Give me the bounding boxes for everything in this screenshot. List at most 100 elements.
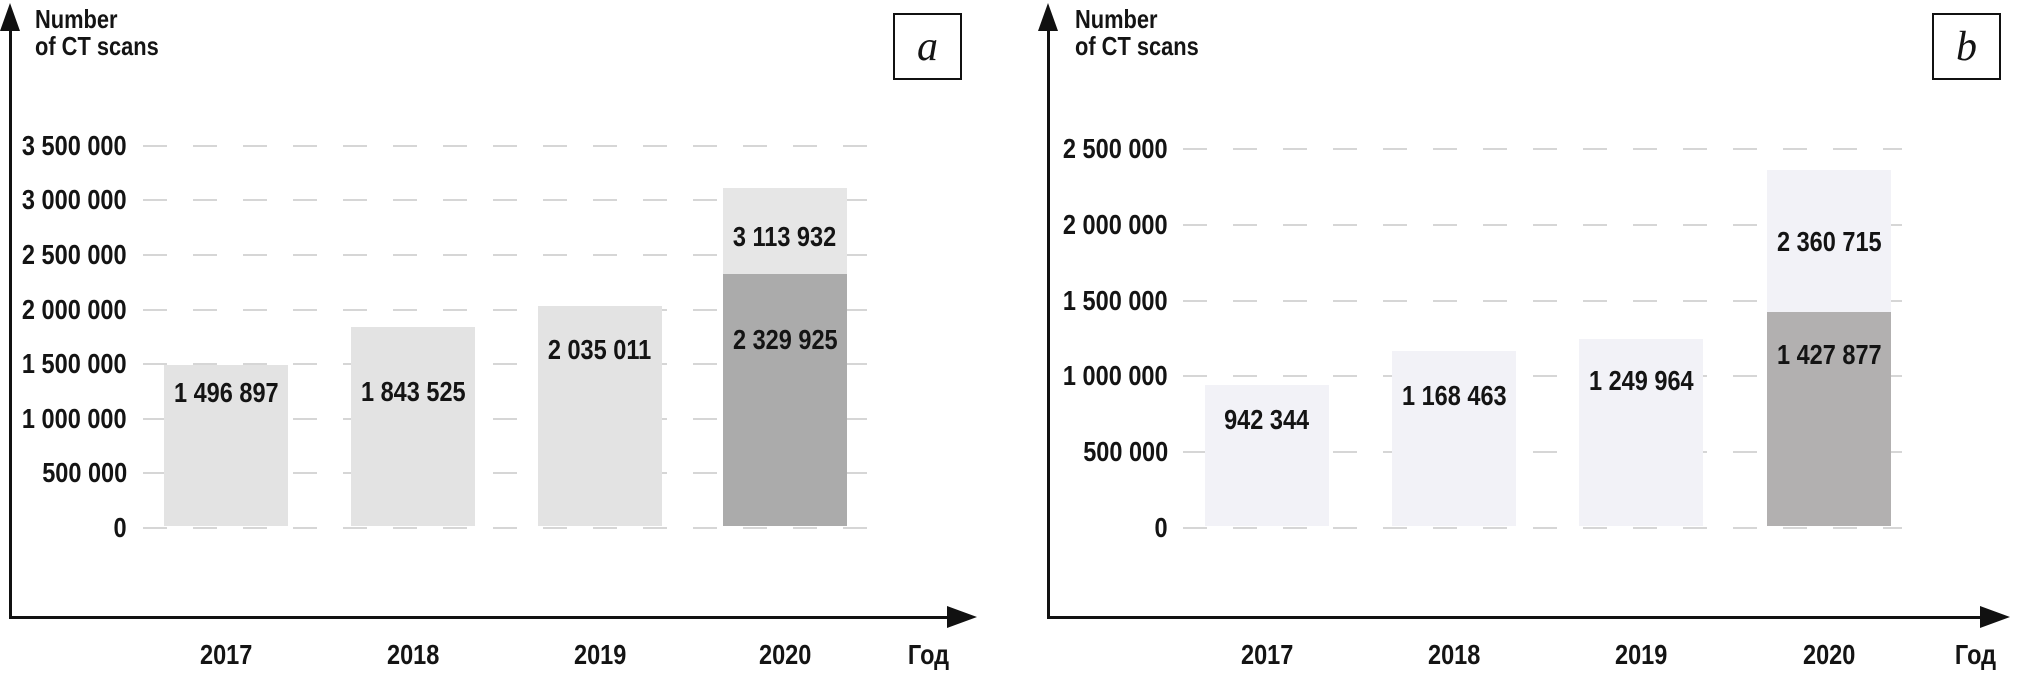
x-axis-unit-label: Год bbox=[1895, 640, 2020, 670]
gridline bbox=[1183, 223, 1902, 226]
y-tick-label: 2 000 000 bbox=[0, 293, 127, 325]
bar-value-label: 1 249 964 bbox=[1541, 366, 1741, 396]
y-tick-label: 0 bbox=[948, 513, 1168, 543]
year-label: 2018 bbox=[333, 640, 493, 670]
y-tick-label-text: 500 000 bbox=[1082, 436, 1168, 468]
year-label-text: 2020 bbox=[758, 639, 812, 670]
bar-value-label-text: 1 168 463 bbox=[1401, 380, 1507, 411]
gridline bbox=[143, 144, 868, 147]
y-tick-label-text: 3 000 000 bbox=[22, 184, 127, 216]
y-tick-label-text: 1 500 000 bbox=[1063, 284, 1168, 316]
y-tick-label-text: 1 000 000 bbox=[22, 402, 127, 434]
gridline bbox=[1183, 527, 1902, 529]
axis-title-line1: Number bbox=[35, 6, 133, 33]
bar-value-label: 1 168 463 bbox=[1354, 381, 1554, 411]
panel-tag-letter: b bbox=[1956, 23, 1977, 70]
y-tick-label-text: 3 500 000 bbox=[22, 129, 127, 161]
y-axis-line bbox=[8, 26, 12, 619]
year-label: 2020 bbox=[1749, 640, 1909, 670]
axis-title-line2: of CT scans bbox=[1075, 33, 1222, 60]
gridline bbox=[143, 308, 868, 311]
gridline bbox=[1183, 375, 1902, 378]
x-axis-arrow-icon bbox=[1980, 606, 2010, 628]
y-axis-arrow-icon bbox=[0, 3, 20, 31]
y-tick-label-text: 0 bbox=[1154, 512, 1168, 543]
y-tick-label-text: 0 bbox=[113, 512, 127, 543]
gridline bbox=[143, 199, 868, 202]
year-label-text: 2019 bbox=[1614, 639, 1668, 670]
axis-title-line2-text: of CT scans bbox=[35, 31, 159, 61]
y-tick-label: 3 000 000 bbox=[0, 185, 127, 215]
bar-value-label-text: 1 496 897 bbox=[173, 377, 279, 408]
year-label-text: 2018 bbox=[1427, 639, 1481, 670]
bar-lower-label-text: 2 329 925 bbox=[732, 324, 838, 355]
bar-total-label-text: 3 113 932 bbox=[733, 221, 837, 252]
year-label: 2019 bbox=[520, 640, 680, 670]
panel-tag: a bbox=[893, 13, 962, 80]
year-label: 2017 bbox=[146, 640, 306, 670]
bar-segment-bottom bbox=[723, 273, 847, 526]
year-label-text: 2017 bbox=[1240, 639, 1294, 670]
panel-tag-letter: a bbox=[917, 23, 938, 70]
y-tick-label-text: 2 000 000 bbox=[22, 293, 127, 325]
bar-lower-label: 2 329 925 bbox=[685, 325, 885, 355]
bar-segment-top bbox=[723, 187, 847, 274]
bar bbox=[538, 305, 662, 526]
y-axis-line bbox=[1046, 26, 1050, 619]
bar bbox=[1392, 350, 1516, 526]
y-tick-label: 1 000 000 bbox=[0, 402, 127, 434]
bar-lower-label-text: 1 427 877 bbox=[1776, 339, 1882, 370]
bar-value-label: 2 035 011 bbox=[500, 335, 700, 365]
gridline bbox=[143, 363, 868, 366]
gridline bbox=[1183, 299, 1902, 302]
bar bbox=[164, 364, 288, 526]
year-label-text: 2020 bbox=[1802, 639, 1856, 670]
gridline bbox=[1183, 451, 1902, 454]
x-axis-line bbox=[1046, 615, 1984, 619]
y-tick-label: 3 500 000 bbox=[0, 129, 127, 161]
bar-value-label: 1 843 525 bbox=[313, 377, 513, 407]
bar-value-label-text: 1 249 964 bbox=[1588, 365, 1694, 396]
y-tick-label-text: 2 000 000 bbox=[1063, 208, 1168, 240]
bar-value-label-text: 2 035 011 bbox=[548, 334, 652, 365]
y-tick-label-text: 2 500 000 bbox=[1063, 133, 1168, 164]
year-label: 2018 bbox=[1374, 640, 1534, 670]
gridline bbox=[143, 527, 868, 529]
bar-value-label: 1 496 897 bbox=[126, 378, 326, 408]
bar-segment-top bbox=[1767, 170, 1891, 312]
x-axis-line bbox=[8, 615, 951, 619]
y-tick-label-text: 1 500 000 bbox=[22, 348, 127, 380]
y-tick-label-text: 500 000 bbox=[41, 457, 127, 489]
y-tick-label-text: 1 000 000 bbox=[1063, 360, 1168, 392]
bar bbox=[1579, 338, 1703, 526]
year-label: 2017 bbox=[1187, 640, 1347, 670]
x-axis-unit-label: Год bbox=[848, 640, 1008, 670]
bar-lower-label: 1 427 877 bbox=[1729, 340, 1929, 370]
x-axis-unit-label-text: Год bbox=[1954, 639, 1996, 670]
y-tick-label-text: 2 500 000 bbox=[22, 239, 127, 270]
y-tick-label: 1 500 000 bbox=[0, 349, 127, 379]
axis-title-line2: of CT scans bbox=[35, 33, 182, 60]
y-tick-label: 500 000 bbox=[948, 437, 1168, 467]
bar-total-label: 2 360 715 bbox=[1729, 227, 1929, 257]
gridline bbox=[143, 472, 868, 475]
bar-value-label-text: 1 843 525 bbox=[360, 376, 466, 407]
x-axis-unit-label-text: Год bbox=[907, 639, 949, 670]
y-tick-label: 1 000 000 bbox=[948, 361, 1168, 391]
y-tick-label: 2 500 000 bbox=[0, 240, 127, 270]
y-tick-label: 2 500 000 bbox=[948, 134, 1168, 164]
bar-total-label-text: 2 360 715 bbox=[1776, 226, 1882, 257]
year-label-text: 2017 bbox=[199, 639, 253, 670]
y-tick-label: 2 000 000 bbox=[948, 208, 1168, 240]
bar-value-label: 942 344 bbox=[1167, 405, 1367, 435]
bar bbox=[351, 326, 475, 526]
axis-title-line2-text: of CT scans bbox=[1075, 31, 1199, 61]
year-label-text: 2019 bbox=[573, 639, 627, 670]
year-label: 2019 bbox=[1561, 640, 1721, 670]
bar-segment-bottom bbox=[1767, 311, 1891, 526]
gridline bbox=[1183, 148, 1902, 150]
axis-title-line1-text: Number bbox=[1075, 4, 1158, 34]
panel-tag: b bbox=[1932, 13, 2001, 80]
axis-title-line1-text: Number bbox=[35, 4, 118, 34]
